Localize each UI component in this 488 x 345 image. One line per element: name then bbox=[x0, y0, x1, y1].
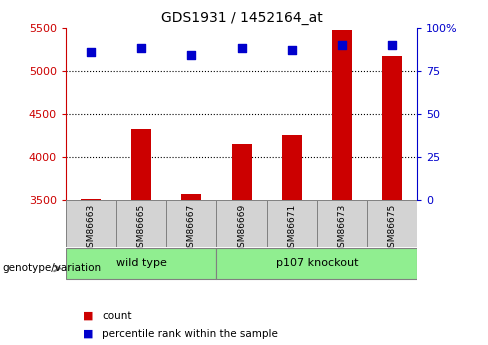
Text: percentile rank within the sample: percentile rank within the sample bbox=[102, 329, 278, 338]
Point bbox=[288, 47, 296, 53]
Text: GSM86671: GSM86671 bbox=[287, 204, 296, 253]
Bar bbox=[166, 200, 217, 247]
Text: genotype/variation: genotype/variation bbox=[2, 264, 102, 273]
Text: ■: ■ bbox=[83, 329, 94, 338]
Point bbox=[187, 52, 195, 58]
Bar bbox=[231, 144, 252, 200]
Bar bbox=[217, 248, 417, 279]
Bar bbox=[282, 135, 302, 200]
Text: GSM86673: GSM86673 bbox=[337, 204, 346, 253]
Text: wild type: wild type bbox=[116, 258, 166, 268]
Bar bbox=[317, 200, 367, 247]
Point bbox=[388, 42, 396, 48]
Text: GSM86669: GSM86669 bbox=[237, 204, 246, 253]
Text: ■: ■ bbox=[83, 311, 94, 321]
Bar bbox=[217, 200, 266, 247]
Bar bbox=[332, 30, 352, 200]
Text: GSM86675: GSM86675 bbox=[387, 204, 397, 253]
Point bbox=[338, 42, 346, 48]
Text: count: count bbox=[102, 311, 132, 321]
Bar bbox=[182, 194, 202, 200]
Bar bbox=[81, 199, 101, 200]
Text: GSM86665: GSM86665 bbox=[137, 204, 146, 253]
Text: GSM86663: GSM86663 bbox=[86, 204, 96, 253]
Bar bbox=[367, 200, 417, 247]
Point bbox=[137, 46, 145, 51]
Title: GDS1931 / 1452164_at: GDS1931 / 1452164_at bbox=[161, 11, 323, 25]
Bar bbox=[382, 56, 402, 200]
Bar bbox=[66, 200, 116, 247]
Bar bbox=[66, 248, 217, 279]
Point bbox=[238, 46, 245, 51]
Bar bbox=[131, 129, 151, 200]
Bar bbox=[266, 200, 317, 247]
Text: GSM86667: GSM86667 bbox=[187, 204, 196, 253]
Bar bbox=[116, 200, 166, 247]
Point bbox=[87, 49, 95, 55]
Text: p107 knockout: p107 knockout bbox=[276, 258, 358, 268]
